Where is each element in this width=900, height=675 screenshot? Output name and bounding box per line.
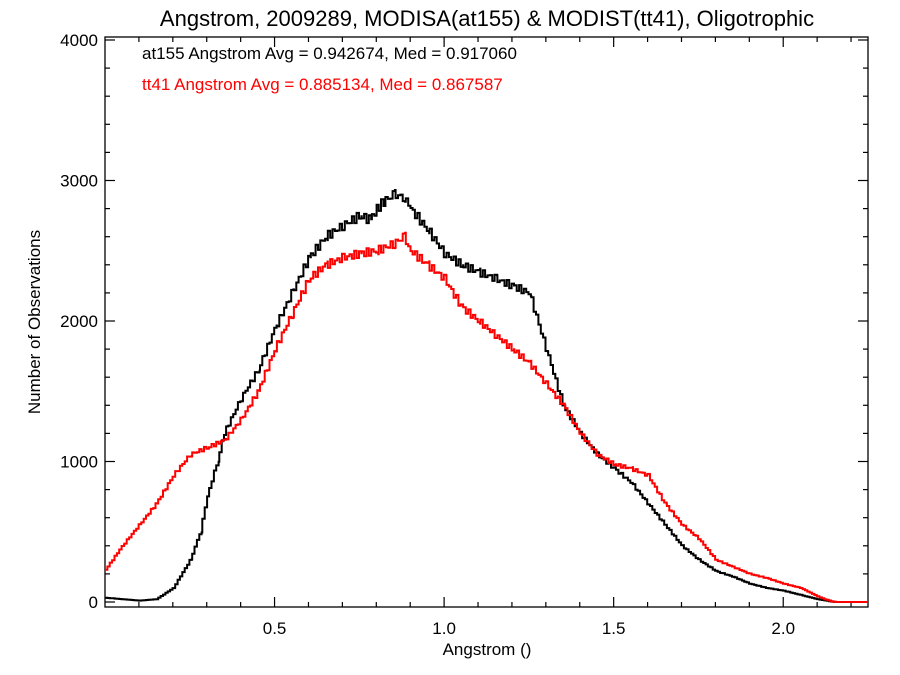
series-line-tt41 [105, 231, 868, 603]
y-tick-label: 1000 [60, 453, 98, 472]
x-tick-label: 1.0 [432, 619, 456, 638]
legend-entry-tt41: tt41 Angstrom Avg = 0.885134, Med = 0.86… [142, 75, 503, 94]
y-tick-label: 4000 [60, 31, 98, 50]
series-line-at155 [105, 189, 868, 603]
plot-area-frame [104, 36, 869, 608]
chart-title: Angstrom, 2009289, MODISA(at155) & MODIS… [160, 6, 814, 31]
series-lines [105, 189, 868, 603]
y-tick-label: 0 [89, 593, 98, 612]
x-axis-label: Angstrom () [443, 640, 532, 659]
y-tick-label: 3000 [60, 172, 98, 191]
x-tick-label: 1.5 [602, 619, 626, 638]
legend-entry-at155: at155 Angstrom Avg = 0.942674, Med = 0.9… [142, 44, 517, 63]
y-tick-label: 2000 [60, 312, 98, 331]
x-tick-label: 0.5 [263, 619, 287, 638]
y-axis-label: Number of Observations [25, 230, 44, 414]
x-tick-label: 2.0 [771, 619, 795, 638]
axis-ticks: 0.5 1.0 1.5 2.0 0 1000 2000 3000 4000 [60, 31, 868, 638]
